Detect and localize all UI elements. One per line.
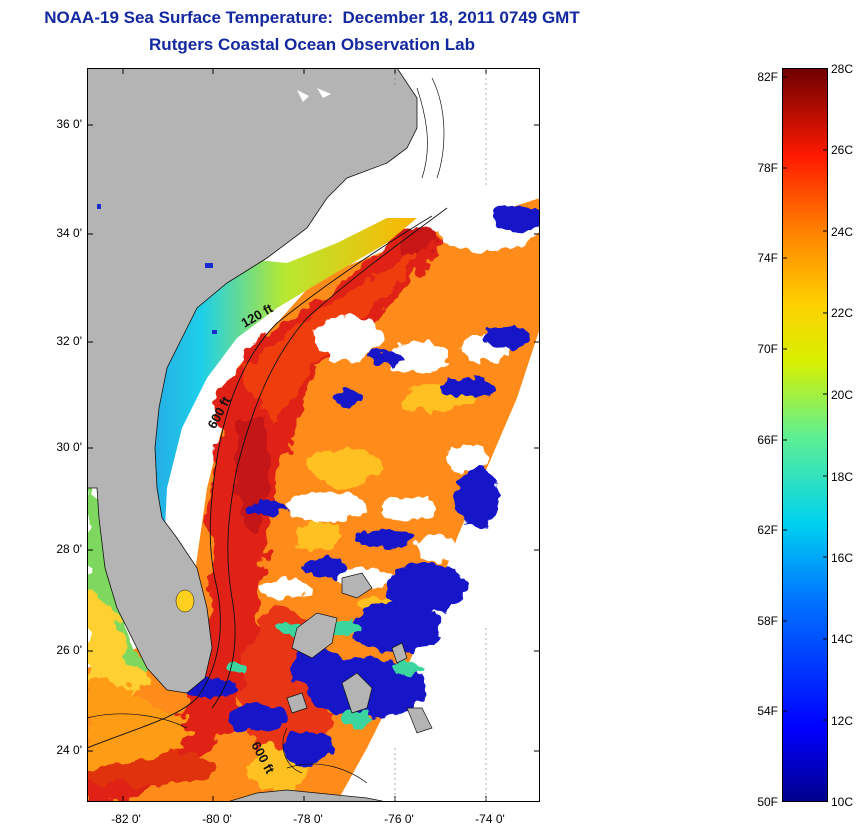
colorbar-label-18c: 18C [831,470,854,484]
lat-label-36: 36 0' [56,117,82,131]
colorbar-label-78f: 78F [757,161,778,175]
colorbar-label-22c: 22C [831,306,854,320]
colorbar-label-26c: 26C [831,143,854,157]
colorbar-label-28c: 28C [831,62,854,76]
chart-subtitle: Rutgers Coastal Ocean Observation Lab [149,35,475,54]
colorbar-label-74f: 74F [757,251,778,265]
lon-label-80: -80 0' [202,812,232,826]
chart-title: NOAA-19 Sea Surface Temperature: Decembe… [44,8,580,27]
lat-label-26: 26 0' [56,643,82,657]
colorbar-label-10c: 10C [831,795,854,809]
lat-label-28: 28 0' [56,542,82,556]
lat-label-32: 32 0' [56,334,82,348]
colorbar-label-14c: 14C [831,632,854,646]
lon-label-74: -74 0' [475,812,505,826]
lon-label-76: -76 0' [384,812,414,826]
colorbar-label-50f: 50F [757,795,778,809]
colorbar-label-62f: 62F [757,523,778,537]
lat-label-30: 30 0' [56,440,82,454]
colorbar-label-82f: 82F [757,70,778,84]
temperature-colorbar [782,68,828,802]
lat-label-34: 34 0' [56,226,82,240]
colorbar-label-54f: 54F [757,704,778,718]
colorbar-label-16c: 16C [831,551,854,565]
lon-label-82: -82 0' [111,812,141,826]
colorbar-label-58f: 58F [757,614,778,628]
colorbar-label-24c: 24C [831,225,854,239]
colorbar-label-66f: 66F [757,433,778,447]
lon-label-78: -78 0' [293,812,323,826]
colorbar-label-70f: 70F [757,342,778,356]
lat-label-24: 24 0' [56,743,82,757]
sst-map [87,68,540,802]
colorbar-label-12c: 12C [831,714,854,728]
colorbar-label-20c: 20C [831,388,854,402]
